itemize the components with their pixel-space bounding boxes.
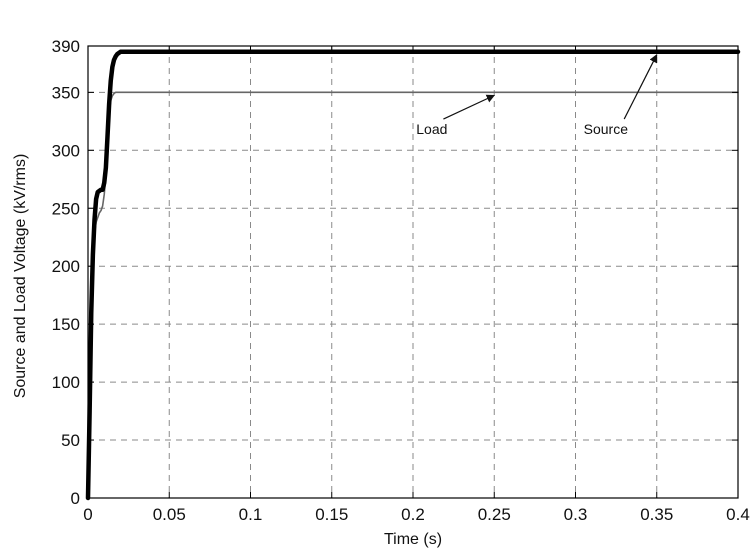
y-tick-label: 350 — [52, 83, 80, 102]
series-line-source — [85, 49, 741, 501]
y-tick-labels: 0 50 100 150 200 250 300 350 390 — [52, 37, 80, 508]
y-tick-label: 50 — [61, 431, 80, 450]
axis-ticks — [87, 45, 739, 499]
y-axis-label: Source and Load Voltage (kV/rms) — [12, 154, 29, 399]
y-tick-label: 200 — [52, 257, 80, 276]
x-tick-label: 0 — [83, 505, 92, 524]
y-tick-label: 100 — [52, 373, 80, 392]
x-tick-label: 0.3 — [564, 505, 588, 524]
y-tick-label: 0 — [71, 489, 80, 508]
x-axis-label: Time (s) — [384, 531, 442, 548]
annotations: Load Source — [416, 54, 658, 137]
x-tick-label: 0.4 — [726, 505, 750, 524]
y-tick-label: 250 — [52, 199, 80, 218]
x-tick-labels: 0 0.05 0.1 0.15 0.2 0.25 0.3 0.35 0.4 — [83, 505, 750, 524]
x-tick-label: 0.2 — [401, 505, 425, 524]
x-tick-label: 0.05 — [153, 505, 186, 524]
y-tick-label: 390 — [52, 37, 80, 56]
x-tick-label: 0.1 — [239, 505, 263, 524]
annotation-arrow — [443, 94, 496, 120]
x-tick-label: 0.25 — [478, 505, 511, 524]
annotation-arrow — [623, 54, 658, 120]
y-tick-label: 300 — [52, 141, 80, 160]
annotation-source: Source — [584, 121, 629, 137]
grid-lines — [88, 46, 738, 498]
x-tick-label: 0.15 — [315, 505, 348, 524]
y-tick-label: 150 — [52, 315, 80, 334]
data-series — [85, 49, 741, 501]
x-tick-label: 0.35 — [640, 505, 673, 524]
annotation-load: Load — [416, 121, 447, 137]
